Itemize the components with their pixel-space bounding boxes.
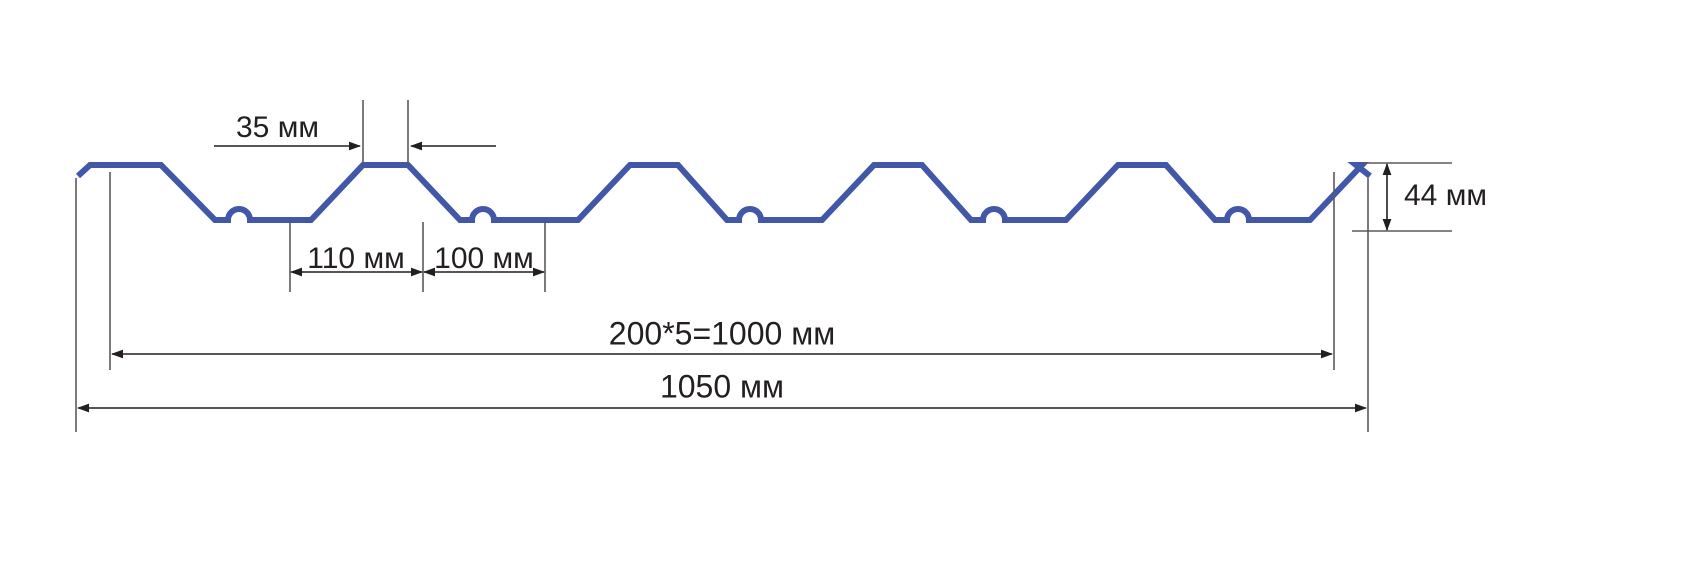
dim-label-100: 100 мм — [434, 242, 534, 275]
dim-label-110: 110 мм — [307, 242, 404, 275]
profile-outline-group — [75, 162, 1372, 223]
dimension-rib-pitch-group: 110 мм 100 мм — [289, 222, 546, 292]
dimension-crest-width: 35 мм — [214, 100, 496, 165]
dimension-working-width: 200*5=1000 мм — [109, 172, 1335, 370]
dimension-profile-height: 44 мм — [1352, 162, 1487, 232]
dim-label-working-width: 200*5=1000 мм — [609, 315, 835, 351]
dim-label-crest-width: 35 мм — [236, 111, 319, 144]
sheet-profile-path — [75, 162, 1372, 223]
dim-label-height: 44 мм — [1404, 179, 1487, 212]
dimension-total-width: 1050 мм — [75, 178, 1369, 432]
dim-label-total-width: 1050 мм — [660, 368, 784, 404]
